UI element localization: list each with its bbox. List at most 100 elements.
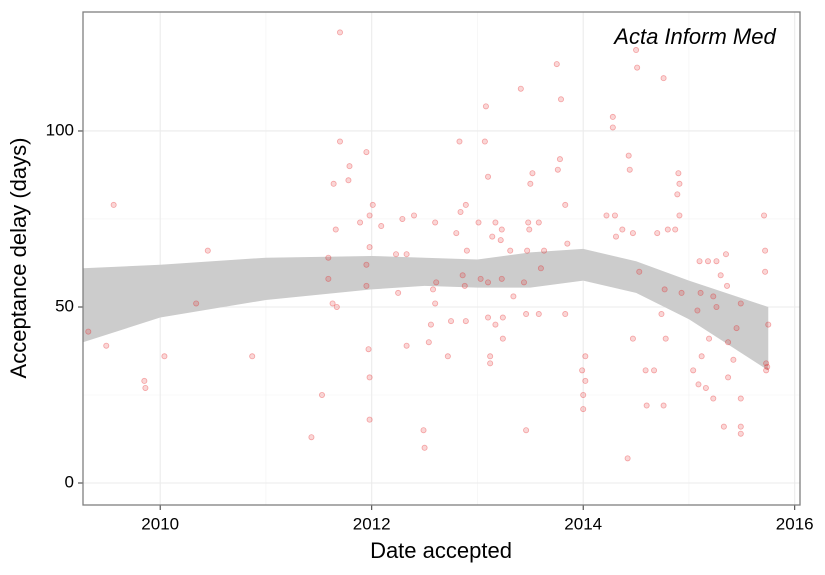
data-point — [487, 360, 494, 367]
data-point — [141, 377, 148, 384]
data-point — [457, 208, 464, 215]
data-point — [430, 286, 437, 293]
data-point — [510, 293, 517, 300]
data-point — [612, 233, 619, 240]
data-point — [520, 279, 527, 286]
data-point — [499, 335, 506, 342]
data-point — [482, 103, 489, 110]
data-point — [403, 251, 410, 258]
data-point — [363, 282, 370, 289]
x-tick-label: 2014 — [564, 514, 602, 533]
data-point — [706, 335, 713, 342]
data-point — [609, 124, 616, 131]
data-point — [366, 374, 373, 381]
data-point — [629, 230, 636, 237]
data-point — [477, 275, 484, 282]
data-point — [662, 335, 669, 342]
data-point — [535, 219, 542, 226]
data-point — [730, 356, 737, 363]
data-point — [636, 268, 643, 275]
data-point — [524, 247, 531, 254]
data-point — [110, 201, 117, 208]
data-point — [365, 346, 372, 353]
data-point — [603, 212, 610, 219]
plot-border — [82, 11, 801, 506]
data-point — [661, 286, 668, 293]
data-point — [720, 423, 727, 430]
data-point — [526, 226, 533, 233]
plot-area — [83, 12, 800, 505]
data-point — [558, 96, 565, 103]
data-point — [448, 318, 455, 325]
data-point — [363, 261, 370, 268]
data-point — [676, 212, 683, 219]
data-point — [425, 339, 432, 346]
data-point — [463, 247, 470, 254]
data-point — [713, 303, 720, 310]
data-point — [336, 29, 343, 36]
data-point — [694, 307, 701, 314]
data-point — [395, 289, 402, 296]
data-point — [204, 247, 211, 254]
data-point — [525, 219, 532, 226]
data-point — [675, 170, 682, 177]
data-point — [658, 311, 665, 318]
data-point — [308, 434, 315, 441]
data-point — [527, 180, 534, 187]
data-point — [562, 311, 569, 318]
data-point — [717, 272, 724, 279]
data-point — [345, 177, 352, 184]
data-point — [733, 325, 740, 332]
data-point — [553, 61, 560, 68]
data-point — [369, 201, 376, 208]
data-point — [678, 289, 685, 296]
data-point — [695, 381, 702, 388]
data-point — [765, 321, 772, 328]
x-axis-label: Date accepted — [370, 538, 512, 563]
data-point — [393, 251, 400, 258]
data-point — [475, 219, 482, 226]
data-point — [499, 314, 506, 321]
data-point — [629, 335, 636, 342]
data-point — [609, 113, 616, 120]
y-tick-label: 0 — [65, 472, 74, 491]
data-point — [737, 423, 744, 430]
data-point — [713, 258, 720, 265]
data-point — [737, 395, 744, 402]
data-point — [399, 215, 406, 222]
data-point — [724, 282, 731, 289]
data-point — [674, 191, 681, 198]
data-point — [762, 268, 769, 275]
data-point — [580, 406, 587, 413]
data-point — [249, 353, 256, 360]
data-point — [346, 163, 353, 170]
data-point — [535, 311, 542, 318]
data-point — [329, 300, 336, 307]
data-point — [142, 384, 149, 391]
data-point — [611, 212, 618, 219]
annotation: Acta Inform Med — [612, 24, 776, 49]
confidence-band — [83, 248, 769, 371]
data-point — [579, 367, 586, 374]
data-point — [378, 223, 385, 230]
data-point — [444, 353, 451, 360]
data-point — [357, 219, 364, 226]
data-point — [517, 85, 524, 92]
data-point — [462, 201, 469, 208]
data-point — [564, 240, 571, 247]
data-point — [523, 427, 530, 434]
data-point — [634, 64, 641, 71]
data-point — [642, 367, 649, 374]
data-point — [487, 353, 494, 360]
data-point — [626, 166, 633, 173]
data-point — [330, 180, 337, 187]
data-point — [507, 247, 514, 254]
x-tick-label: 2012 — [353, 514, 391, 533]
data-point — [690, 367, 697, 374]
data-point — [537, 265, 544, 272]
data-point — [366, 416, 373, 423]
data-point — [764, 363, 771, 370]
data-point — [403, 342, 410, 349]
data-point — [325, 254, 332, 261]
